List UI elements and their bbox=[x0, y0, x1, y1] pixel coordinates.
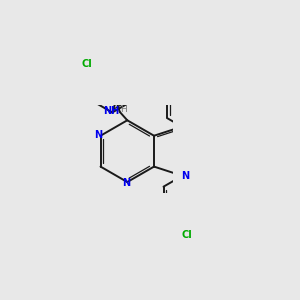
Text: NH: NH bbox=[103, 106, 119, 116]
Text: H: H bbox=[120, 106, 127, 115]
Text: Cl: Cl bbox=[182, 230, 193, 240]
Text: N: N bbox=[94, 130, 102, 140]
Text: N: N bbox=[181, 171, 189, 181]
Text: N: N bbox=[122, 178, 130, 188]
Text: Cl: Cl bbox=[82, 59, 92, 69]
